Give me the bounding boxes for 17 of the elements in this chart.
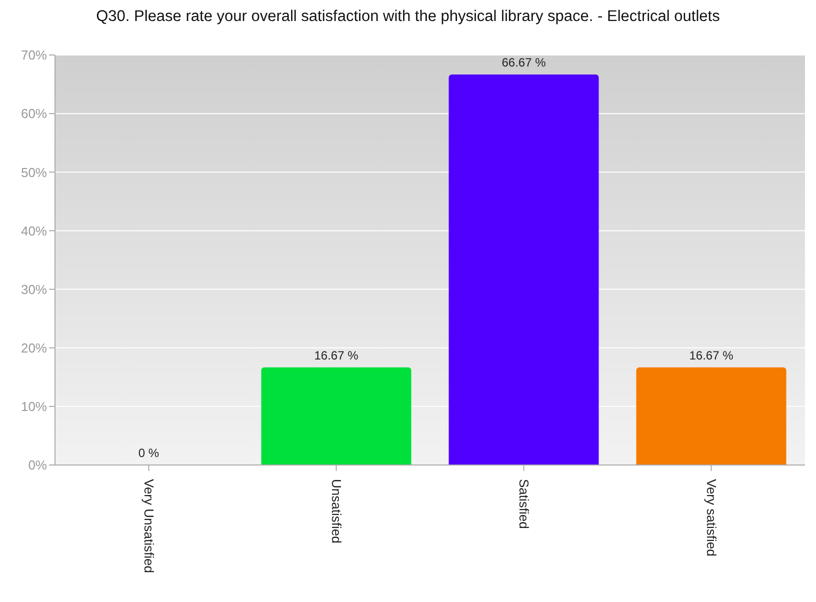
y-tick-label: 60% (20, 106, 48, 122)
chart-title: Q30. Please rate your overall satisfaction with the physical library space. - Electrical outlets (95, 8, 721, 27)
y-tick-label: 70% (20, 48, 48, 63)
data-label: 16.67 % (689, 348, 734, 362)
y-tick-label: 50% (20, 164, 48, 180)
y-tick-label: 30% (20, 282, 48, 297)
y-tick-label: 0% (28, 458, 48, 473)
data-label: 16.67 % (314, 348, 359, 362)
x-tick-label: Very satisfied (704, 479, 719, 556)
x-tick-label: Very Unsatisfied (141, 479, 156, 573)
x-tick-label: Unsatisfied (328, 479, 344, 544)
y-tick-label: 20% (20, 340, 48, 356)
y-tick-label: 40% (20, 223, 48, 238)
y-tick-label: 10% (20, 399, 48, 414)
data-label: 0 % (138, 446, 160, 460)
x-tick-label: Satisfied (516, 479, 532, 529)
data-label: 66.67 % (502, 56, 546, 70)
